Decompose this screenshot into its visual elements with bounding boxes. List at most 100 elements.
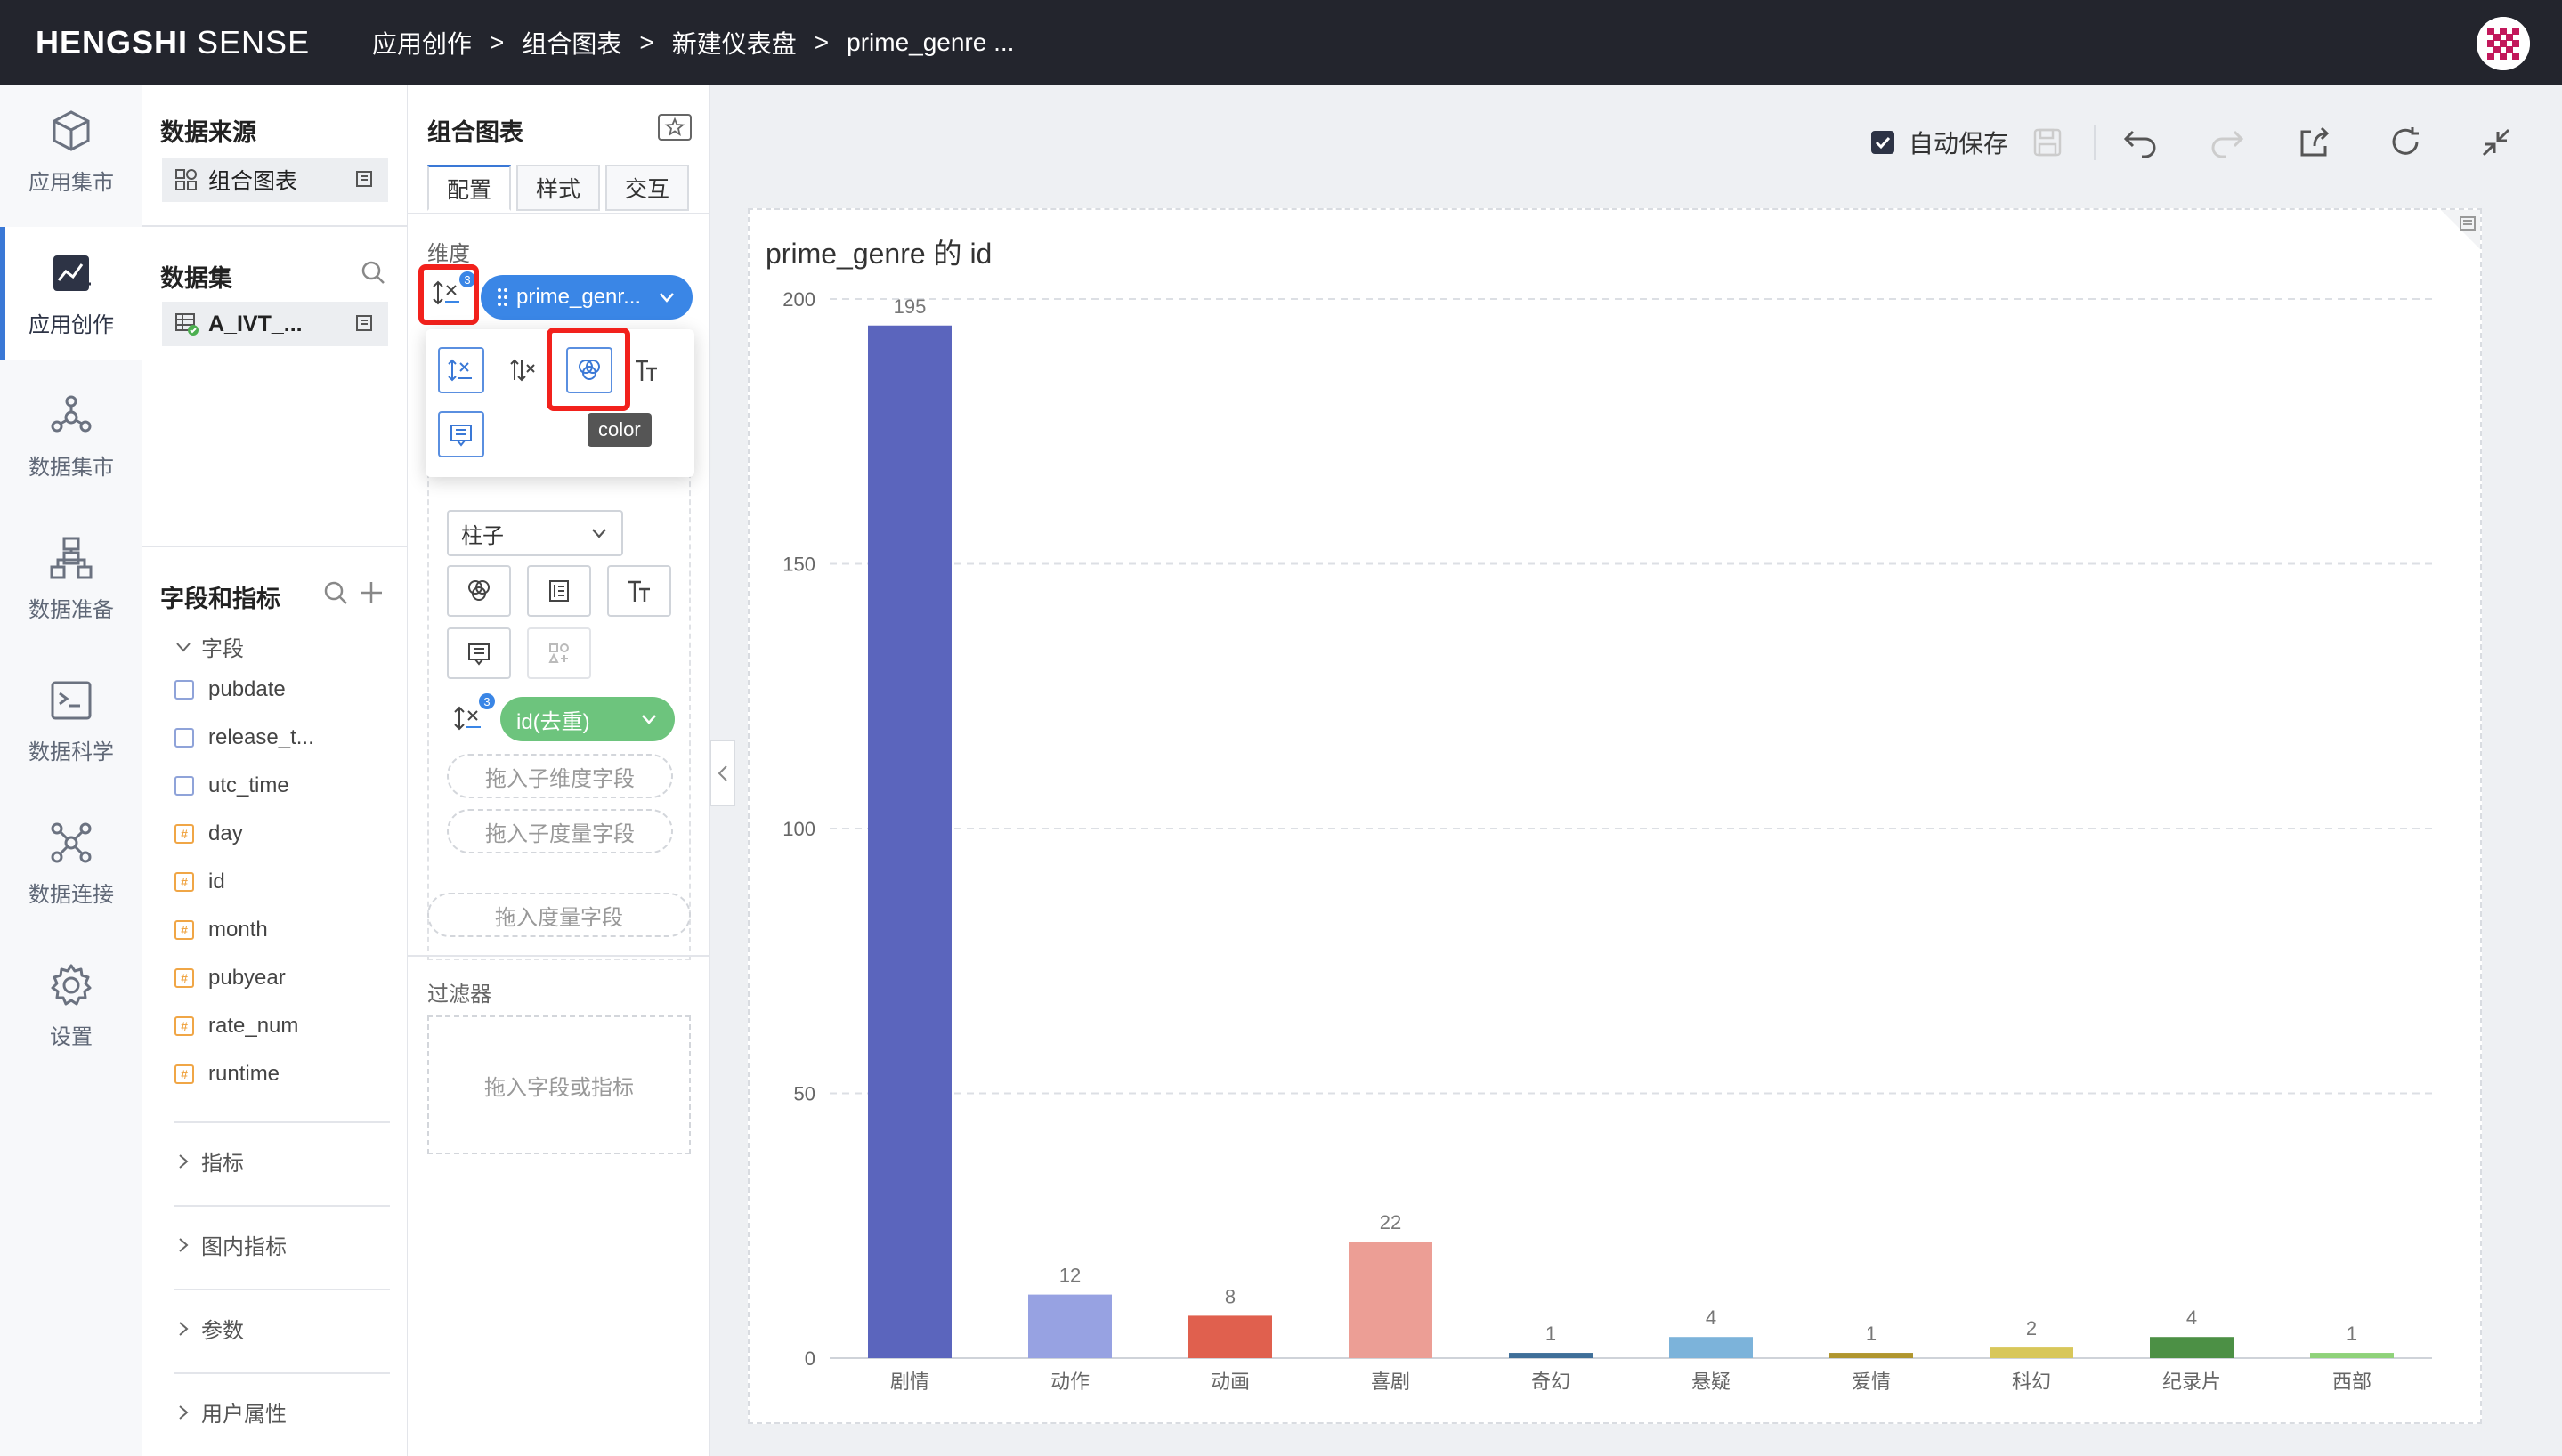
collapse-icon[interactable]	[2478, 125, 2514, 160]
data-label: 1	[1866, 1323, 1877, 1345]
data-label: 2	[2026, 1317, 2037, 1339]
field-item-utc-time[interactable]: utc_time	[174, 773, 289, 798]
nav-app-market[interactable]: 应用集市	[0, 85, 142, 218]
divider	[174, 1205, 390, 1207]
y-tick-label: 100	[782, 818, 815, 840]
add-icon[interactable]	[358, 579, 385, 606]
breadcrumb-item[interactable]: 新建仪表盘	[671, 29, 797, 58]
terminal-icon	[51, 681, 92, 719]
nav-data-prep[interactable]: 数据准备	[0, 512, 142, 645]
field-item-rate-num[interactable]: # rate_num	[174, 1014, 298, 1039]
connection-icon	[51, 822, 92, 862]
sort-desc-option[interactable]	[504, 351, 543, 390]
refresh-icon[interactable]	[2388, 125, 2423, 160]
collapse-panel-handle[interactable]	[710, 740, 735, 806]
dimension-sort-button[interactable]	[427, 273, 466, 312]
field-item-runtime[interactable]: # runtime	[174, 1062, 280, 1087]
field-item-release-t[interactable]: release_t...	[174, 725, 314, 750]
field-label: month	[208, 918, 268, 942]
breadcrumb-item[interactable]: 应用创作	[372, 29, 473, 58]
chart-type-select[interactable]: 柱子	[447, 510, 623, 556]
group-fields[interactable]: 字段	[174, 631, 244, 662]
field-item-month[interactable]: # month	[174, 918, 268, 942]
tab-style[interactable]: 样式	[516, 165, 601, 211]
corner-menu-icon[interactable]	[2441, 210, 2480, 249]
share-icon[interactable]	[2297, 125, 2332, 160]
field-item-pubdate[interactable]: pubdate	[174, 677, 286, 702]
color-option[interactable]	[566, 347, 612, 393]
nav-app-create[interactable]: 应用创作	[0, 227, 142, 360]
brand-bold: HENGSHI	[36, 23, 189, 61]
nav-data-market[interactable]: 数据集市	[0, 369, 142, 503]
measure-pill[interactable]: id(去重)	[500, 697, 675, 741]
search-icon[interactable]	[322, 579, 349, 606]
data-prep-icon	[50, 537, 93, 578]
highlight-frame	[418, 264, 479, 325]
field-label: day	[208, 821, 243, 845]
data-label: 8	[1225, 1285, 1236, 1307]
data-source-chip[interactable]: 组合图表	[162, 158, 388, 202]
star-box-icon[interactable]	[657, 113, 693, 142]
tab-config[interactable]: 配置	[427, 165, 512, 211]
color-button[interactable]	[447, 565, 511, 617]
tooltip-option[interactable]	[438, 411, 484, 457]
nav-data-connect[interactable]: 数据连接	[0, 797, 142, 930]
undo-icon[interactable]	[2122, 126, 2158, 158]
nav-data-science[interactable]: 数据科学	[0, 654, 142, 788]
label-button[interactable]	[527, 565, 591, 617]
number-field-icon: #	[174, 824, 194, 844]
bar-chart: 0 50 100 150 200 195 剧情 12 动作 8 动画 22 喜剧 1 奇幻 4 悬疑 1 爱情 2 科幻…	[782, 288, 2432, 1393]
sort-option[interactable]	[438, 347, 484, 393]
data-label: 4	[1706, 1306, 1716, 1329]
chevron-down-icon	[592, 529, 606, 538]
autosave-label: 自动保存	[1909, 130, 2009, 158]
measure-sort-button[interactable]	[449, 699, 488, 738]
date-field-icon	[174, 680, 194, 700]
dataset-info-icon[interactable]	[354, 313, 376, 335]
filter-label: 过滤器	[427, 983, 491, 1007]
group-user-attrs[interactable]: 用户属性	[174, 1396, 287, 1428]
x-tick-label: 剧情	[890, 1371, 929, 1393]
group-chart-metrics[interactable]: 图内指标	[174, 1229, 287, 1260]
tab-interaction[interactable]: 交互	[605, 165, 690, 211]
breadcrumb-item[interactable]: 组合图表	[522, 29, 622, 58]
grid-icon	[175, 169, 197, 190]
dataset-chip[interactable]: A_IVT_...	[162, 302, 388, 346]
divider	[174, 1289, 390, 1290]
brand-logo[interactable]: HENGSHI SENSE	[36, 0, 310, 85]
nav-settings[interactable]: 设置	[0, 939, 142, 1072]
divider	[408, 213, 710, 214]
text-option[interactable]	[627, 351, 666, 390]
bar	[1829, 1353, 1913, 1358]
search-icon[interactable]	[360, 259, 386, 286]
comment-icon	[450, 425, 472, 447]
drop-measure[interactable]: 拖入度量字段	[427, 893, 691, 937]
chart-card[interactable]: prime_genre 的 id 0 50 100 150 200 195 剧情 12 动作 8 动…	[748, 208, 2482, 1424]
dataset-info-icon[interactable]	[354, 169, 376, 190]
avatar[interactable]	[2477, 17, 2530, 70]
field-item-pubyear[interactable]: # pubyear	[174, 966, 286, 991]
dimension-pill[interactable]: prime_genr...	[481, 275, 693, 320]
drop-sub-dimension[interactable]: 拖入子维度字段	[447, 754, 673, 798]
field-label: runtime	[208, 1062, 280, 1086]
drop-filter[interactable]: 拖入字段或指标	[427, 1015, 691, 1154]
divider	[142, 546, 408, 547]
shape-icon	[548, 643, 569, 663]
autosave-checkbox[interactable]	[1869, 129, 1896, 156]
drop-sub-measure[interactable]: 拖入子度量字段	[447, 809, 673, 853]
field-item-day[interactable]: # day	[174, 821, 243, 846]
redo-icon[interactable]	[2209, 126, 2245, 158]
tooltip-button[interactable]	[447, 627, 511, 679]
group-params[interactable]: 参数	[174, 1313, 244, 1344]
text-button[interactable]	[607, 565, 671, 617]
gear-icon	[51, 964, 92, 1005]
group-metrics[interactable]: 指标	[174, 1145, 244, 1177]
cube-icon	[53, 109, 90, 151]
field-item-id[interactable]: # id	[174, 870, 225, 894]
data-source-title: 数据来源	[160, 119, 256, 146]
x-tick-label: 奇幻	[1531, 1371, 1570, 1393]
save-icon[interactable]	[2031, 126, 2063, 158]
nav-label: 数据准备	[28, 597, 114, 622]
shape-button[interactable]	[527, 627, 591, 679]
dimension-options-popup: color	[426, 328, 694, 477]
